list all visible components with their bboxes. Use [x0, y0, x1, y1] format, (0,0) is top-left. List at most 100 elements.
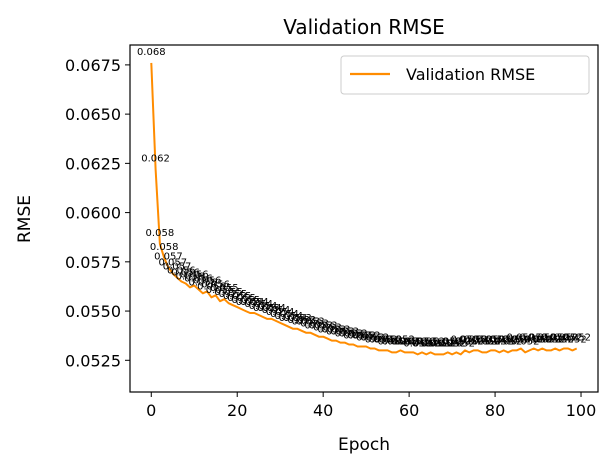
data-label: 0.056 [201, 279, 230, 290]
data-label: 0.052 [519, 332, 548, 343]
legend: Validation RMSE [340, 55, 590, 95]
data-label: 0.052 [433, 336, 462, 347]
y-tick-label: 0.0675 [65, 56, 121, 75]
data-label: 0.052 [416, 336, 445, 347]
data-label: 0.052 [365, 334, 394, 345]
x-tick-label: 40 [313, 401, 333, 420]
data-label: 0.052 [348, 331, 377, 342]
data-label: 0.052 [403, 338, 432, 349]
data-label: 0.052 [425, 338, 454, 349]
data-label: 0.056 [193, 275, 222, 286]
data-label: 0.052 [455, 336, 484, 347]
data-label: 0.055 [206, 285, 235, 296]
data-label: 0.052 [485, 336, 514, 347]
data-label: 0.052 [429, 338, 458, 349]
data-label: 0.052 [395, 336, 424, 347]
data-label: 0.052 [442, 336, 471, 347]
data-label: 0.052 [541, 332, 570, 343]
data-label: 0.053 [300, 319, 329, 330]
data-label: 0.052 [472, 336, 501, 347]
data-label: 0.052 [507, 332, 536, 343]
data-label: 0.052 [524, 334, 553, 345]
chart-title: Validation RMSE [283, 15, 445, 39]
data-label: 0.052 [378, 336, 407, 347]
data-label: 0.053 [305, 321, 334, 332]
data-label: 0.052 [352, 331, 381, 342]
y-axis: 0.0525 0.0550 0.0575 0.0600 0.0625 0.0650 0.06… [65, 56, 130, 370]
data-label: 0.052 [382, 336, 411, 347]
data-label: 0.052 [537, 334, 566, 345]
data-label: 0.052 [391, 336, 420, 347]
y-axis-label: RMSE [15, 195, 35, 243]
x-tick-label: 80 [485, 401, 505, 420]
data-label: 0.053 [326, 327, 355, 338]
data-label: 0.052 [498, 334, 527, 345]
data-label: 0.055 [223, 291, 252, 302]
data-label: 0.062 [141, 153, 170, 164]
series-line-validation-rmse [150, 62, 578, 356]
data-label: 0.057 [154, 252, 183, 263]
data-label: 0.052 [558, 334, 587, 345]
plot-frame [129, 44, 599, 393]
data-label: 0.054 [244, 299, 273, 310]
data-label: 0.052 [369, 334, 398, 345]
data-label: 0.052 [446, 338, 475, 349]
data-label: 0.052 [545, 334, 574, 345]
data-label: 0.052 [532, 334, 561, 345]
data-label: 0.052 [451, 334, 480, 345]
data-label: 0.053 [322, 325, 351, 336]
y-tick-label: 0.0625 [65, 154, 121, 173]
data-label: 0.052 [373, 334, 402, 345]
data-label: 0.053 [317, 325, 346, 336]
data-label: 0.054 [262, 305, 291, 316]
data-label: 0.054 [266, 307, 295, 318]
data-label: 0.052 [511, 336, 540, 347]
data-label: 0.053 [313, 323, 342, 334]
data-label: 0.052 [408, 336, 437, 347]
data-label: 0.056 [171, 267, 200, 278]
data-label: 0.056 [167, 266, 196, 277]
data-label: 0.054 [236, 297, 265, 308]
data-label: 0.054 [253, 303, 282, 314]
data-label: 0.052 [494, 336, 523, 347]
data-label: 0.058 [146, 228, 175, 239]
data-label: 0.055 [231, 295, 260, 306]
data-label: 0.052 [438, 338, 467, 349]
data-label: 0.052 [489, 334, 518, 345]
data-label: 0.054 [274, 311, 303, 322]
data-label: 0.053 [283, 313, 312, 324]
data-label: 0.055 [214, 287, 243, 298]
data-label: 0.053 [296, 317, 325, 328]
y-tick-label: 0.0575 [65, 253, 121, 272]
y-tick-label: 0.0550 [65, 302, 121, 321]
data-label: 0.053 [335, 329, 364, 340]
data-label: 0.052 [554, 332, 583, 343]
data-label: 0.068 [137, 47, 166, 58]
data-label: 0.057 [163, 262, 192, 273]
data-label: 0.056 [189, 277, 218, 288]
data-label: 0.052 [386, 334, 415, 345]
legend-box [340, 55, 590, 95]
data-label: 0.054 [240, 297, 269, 308]
data-label: 0.052 [476, 334, 505, 345]
data-label: 0.052 [421, 338, 450, 349]
data-label: 0.052 [528, 332, 557, 343]
data-label: 0.052 [339, 329, 368, 340]
data-label: 0.054 [257, 303, 286, 314]
data-label: 0.053 [287, 315, 316, 326]
x-axis-label: Epoch [338, 435, 390, 455]
data-label: 0.057 [158, 258, 187, 269]
data-label: 0.055 [227, 293, 256, 304]
data-label: 0.054 [279, 313, 308, 324]
data-label: 0.052 [550, 332, 579, 343]
data-label: 0.056 [176, 271, 205, 282]
data-label: 0.055 [210, 283, 239, 294]
data-label: 0.052 [515, 334, 544, 345]
x-tick-label: 100 [566, 401, 597, 420]
data-label: 0.056 [184, 273, 213, 284]
x-tick-label: 20 [227, 401, 247, 420]
data-label: 0.055 [219, 289, 248, 300]
data-label: 0.052 [343, 331, 372, 342]
x-tick-label: 0 [146, 401, 156, 420]
